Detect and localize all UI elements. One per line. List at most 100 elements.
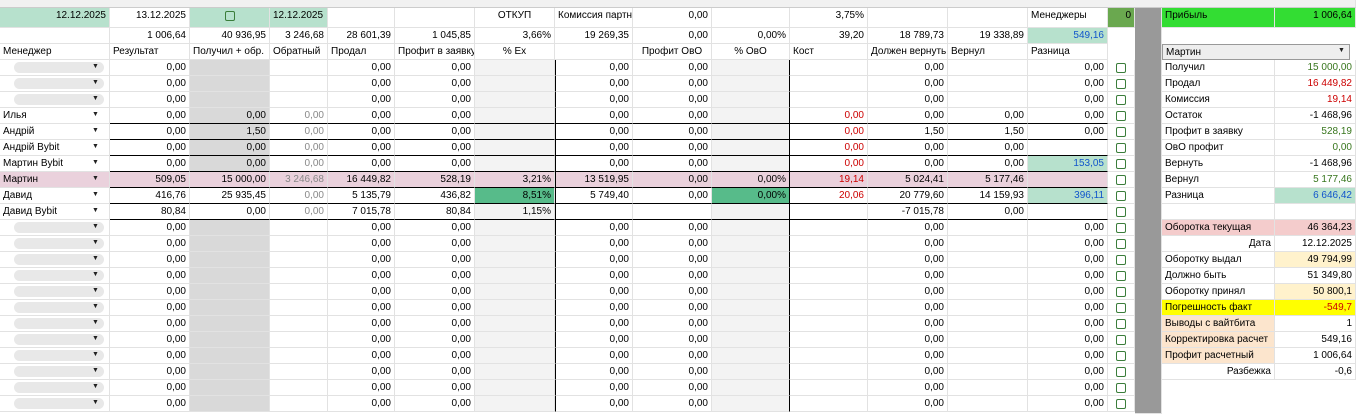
checkbox[interactable] <box>1116 143 1126 153</box>
dropdown-arrow[interactable]: ▼ <box>92 63 99 70</box>
dropdown-chip[interactable] <box>14 270 104 281</box>
data-cell <box>475 380 555 396</box>
checkbox[interactable] <box>1116 95 1126 105</box>
manager-cell: Андрій Bybit <box>0 140 110 156</box>
dropdown-chip[interactable] <box>14 238 104 249</box>
total-cell: 1 045,85 <box>395 28 475 44</box>
data-cell <box>948 300 1028 316</box>
dropdown-arrow[interactable]: ▼ <box>92 271 99 278</box>
data-cell <box>270 364 328 380</box>
data-cell <box>475 236 555 252</box>
data-cell: 0,00 <box>1028 396 1108 412</box>
data-cell: 0,00 <box>1028 380 1108 396</box>
checkbox[interactable] <box>1116 351 1126 361</box>
dropdown-arrow[interactable]: ▼ <box>92 287 99 294</box>
data-cell: 0,00 <box>395 300 475 316</box>
data-cell: 0,00 <box>555 332 633 348</box>
data-cell <box>190 348 270 364</box>
data-cell: 80,84 <box>110 204 190 220</box>
checkbox[interactable] <box>1116 239 1126 249</box>
data-cell: 0,00 <box>555 92 633 108</box>
data-cell: 0,00 <box>633 156 712 172</box>
manager-cell <box>0 300 110 316</box>
dropdown-arrow[interactable]: ▼ <box>92 207 99 214</box>
dropdown-chip[interactable] <box>14 286 104 297</box>
checkbox[interactable] <box>1116 207 1126 217</box>
checkbox[interactable] <box>1116 287 1126 297</box>
data-cell <box>790 284 868 300</box>
dropdown-arrow[interactable]: ▼ <box>92 175 99 182</box>
data-cell: 0,00 <box>1028 124 1108 140</box>
total-cell: 1 006,64 <box>110 28 190 44</box>
data-cell <box>270 396 328 412</box>
dropdown-chip[interactable] <box>14 78 104 89</box>
dropdown-arrow[interactable]: ▼ <box>92 159 99 166</box>
checkbox[interactable] <box>1116 111 1126 121</box>
dropdown-arrow[interactable]: ▼ <box>92 79 99 86</box>
dropdown-arrow[interactable]: ▼ <box>92 127 99 134</box>
checkbox[interactable] <box>1116 319 1126 329</box>
checkbox[interactable] <box>1116 159 1126 169</box>
data-cell <box>475 92 555 108</box>
data-cell <box>948 236 1028 252</box>
data-cell: 0,00 <box>868 156 948 172</box>
dropdown-arrow[interactable]: ▼ <box>92 303 99 310</box>
checkbox[interactable] <box>1116 191 1126 201</box>
checkbox-cell <box>190 8 270 28</box>
checkbox[interactable] <box>1116 335 1126 345</box>
data-cell: 528,19 <box>395 172 475 188</box>
data-cell: 0,00 <box>1028 268 1108 284</box>
dropdown-arrow[interactable]: ▼ <box>92 223 99 230</box>
checkbox[interactable] <box>225 11 235 21</box>
dropdown-chip[interactable] <box>14 350 104 361</box>
dropdown[interactable]: Мартин <box>1162 44 1350 60</box>
dropdown-arrow[interactable]: ▼ <box>92 351 99 358</box>
dropdown-arrow[interactable]: ▼ <box>92 255 99 262</box>
checkbox[interactable] <box>1116 255 1126 265</box>
dropdown-chip[interactable] <box>14 222 104 233</box>
dropdown-chip[interactable] <box>14 62 104 73</box>
checkbox[interactable] <box>1116 175 1126 185</box>
dropdown-arrow[interactable]: ▼ <box>92 191 99 198</box>
data-cell: 0,00 <box>190 156 270 172</box>
dropdown-arrow[interactable]: ▼ <box>92 95 99 102</box>
data-cell <box>712 332 790 348</box>
dropdown-arrow[interactable]: ▼ <box>92 383 99 390</box>
dropdown-chip[interactable] <box>14 382 104 393</box>
dropdown-arrow[interactable]: ▼ <box>92 367 99 374</box>
data-cell: 0,00 <box>328 124 395 140</box>
dropdown-arrow[interactable]: ▼ <box>92 399 99 406</box>
checkbox[interactable] <box>1116 127 1126 137</box>
dropdown-chip[interactable] <box>14 254 104 265</box>
dropdown-arrow[interactable]: ▼ <box>92 111 99 118</box>
dropdown-arrow[interactable]: ▼ <box>92 335 99 342</box>
data-cell <box>1028 140 1108 156</box>
dropdown-chip[interactable] <box>14 302 104 313</box>
dropdown-chip[interactable] <box>14 94 104 105</box>
summary-label: Погрешность факт <box>1162 300 1275 316</box>
checkbox[interactable] <box>1116 63 1126 73</box>
dropdown-chip[interactable] <box>14 334 104 345</box>
dropdown-arrow[interactable]: ▼ <box>92 143 99 150</box>
data-cell <box>270 380 328 396</box>
manager-cell <box>0 60 110 76</box>
checkbox[interactable] <box>1116 79 1126 89</box>
dropdown-arrow[interactable]: ▼ <box>92 319 99 326</box>
dropdown-arrow[interactable]: ▼ <box>92 239 99 246</box>
manager-cell: Давид <box>0 188 110 204</box>
data-cell: 0,00 <box>1028 300 1108 316</box>
data-cell: 0,00 <box>555 236 633 252</box>
data-cell: 14 159,93 <box>948 188 1028 204</box>
checkbox[interactable] <box>1116 367 1126 377</box>
dropdown-chip[interactable] <box>14 398 104 409</box>
manager-cell <box>0 348 110 364</box>
checkbox[interactable] <box>1116 223 1126 233</box>
checkbox[interactable] <box>1116 383 1126 393</box>
data-cell <box>475 156 555 172</box>
checkbox[interactable] <box>1116 271 1126 281</box>
checkbox[interactable] <box>1116 399 1126 409</box>
dropdown-chip[interactable] <box>14 366 104 377</box>
date-cell: 12.12.2025 <box>270 8 328 28</box>
dropdown-chip[interactable] <box>14 318 104 329</box>
checkbox[interactable] <box>1116 303 1126 313</box>
